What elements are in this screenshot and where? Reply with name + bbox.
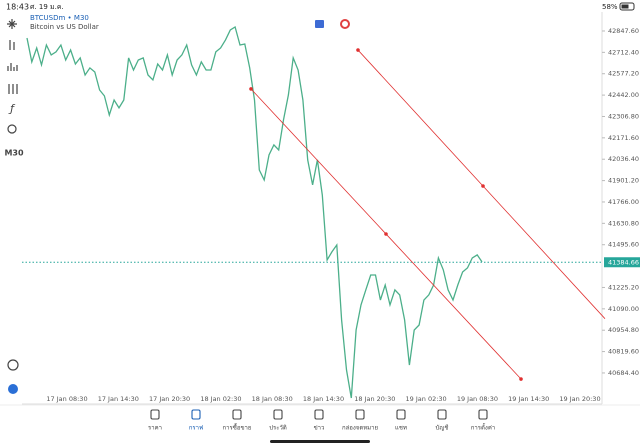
status-date: ศ. 19 ม.ค. <box>30 3 64 11</box>
x-tick-label: 19 Jan 02:30 <box>406 395 447 403</box>
x-tick-label: 18 Jan 14:30 <box>303 395 344 403</box>
y-tick-label: 41901.20 <box>608 177 639 185</box>
y-tick-label: 40954.80 <box>608 326 639 334</box>
battery-level <box>621 4 629 9</box>
nav-label[interactable]: กล่องจดหมาย <box>342 425 378 432</box>
shapes-tool[interactable] <box>7 124 17 134</box>
y-tick-label: 40819.60 <box>608 348 639 356</box>
trendline <box>357 49 606 319</box>
x-tick-label: 19 Jan 14:30 <box>508 395 549 403</box>
x-tick-label: 18 Jan 02:30 <box>200 395 241 403</box>
x-tick-label: 17 Jan 14:30 <box>98 395 139 403</box>
nav-label[interactable]: แชท <box>395 425 407 432</box>
trendline-point <box>356 48 360 52</box>
nav-icon[interactable] <box>314 409 324 420</box>
trendline-point <box>519 377 523 381</box>
y-tick-label: 42306.80 <box>608 112 639 120</box>
status-battery: 58% <box>602 3 618 11</box>
y-tick-label: 42036.40 <box>608 155 639 163</box>
y-tick-label: 41495.60 <box>608 241 639 249</box>
header-icon[interactable] <box>340 19 350 29</box>
x-tick-label: 19 Jan 08:30 <box>457 395 498 403</box>
current-price-label: 41384.66 <box>608 258 639 266</box>
trendline-point <box>481 184 485 188</box>
y-tick-label: 41090.00 <box>608 305 639 313</box>
nav-icon[interactable] <box>355 409 365 420</box>
nav-icon[interactable] <box>191 409 201 420</box>
nav-label[interactable]: บัญชี <box>436 424 449 432</box>
nav-label[interactable]: กราฟ <box>189 425 203 432</box>
price-line <box>26 25 483 399</box>
y-tick-label: 42171.60 <box>608 134 639 142</box>
x-tick-label: 18 Jan 20:30 <box>354 395 395 403</box>
y-tick-label: 41630.80 <box>608 219 639 227</box>
x-tick-label: 17 Jan 08:30 <box>46 395 87 403</box>
chart-type-tool[interactable] <box>9 40 15 50</box>
x-tick-label: 17 Jan 20:30 <box>149 395 190 403</box>
chart: 42847.60 42712.40 42577.20 42442.00 42306.80… <box>22 12 640 405</box>
objects-tool[interactable] <box>8 84 18 94</box>
battery-icon <box>619 2 635 11</box>
y-tick-label: 41225.20 <box>608 283 639 291</box>
y-tick-label: 42577.20 <box>608 70 639 78</box>
timeframe[interactable]: M30 <box>4 149 24 158</box>
header-icon[interactable] <box>315 20 324 28</box>
nav-label[interactable]: การตั้งค่า <box>471 422 495 432</box>
nav-icon[interactable] <box>437 409 447 420</box>
y-tick-label: 42847.60 <box>608 27 639 35</box>
symbol-name[interactable]: BTCUSDm • M30 <box>30 14 89 22</box>
y-tick-label: 41766.00 <box>608 198 639 206</box>
current-price-box <box>604 257 640 268</box>
nav-icon[interactable] <box>478 409 488 420</box>
y-tick-label: 40684.40 <box>608 369 639 377</box>
indicators-tool[interactable] <box>7 63 18 71</box>
nav-icon[interactable] <box>150 409 160 420</box>
nav-label[interactable]: ข่าว <box>314 425 325 432</box>
x-tick-label: 18 Jan 08:30 <box>252 395 293 403</box>
y-tick-label: 42712.40 <box>608 48 639 56</box>
nav-icon[interactable] <box>396 409 406 420</box>
x-tick-label: 19 Jan 20:30 <box>559 395 600 403</box>
left-toolbar: ƒ M30 <box>4 19 24 394</box>
nav-label[interactable]: ราคา <box>148 425 162 432</box>
bottom-nav: ราคา กราฟ การซื้อขาย ประวัติ ข่าว กล่องจดหมาย… <box>0 404 640 443</box>
ruler-tool[interactable] <box>7 359 19 371</box>
trendline-point <box>249 87 253 91</box>
y-tick-label: 42442.00 <box>608 91 639 99</box>
trendline-point <box>384 232 388 236</box>
symbol-description: Bitcoin vs US Dollar <box>30 23 99 31</box>
nav-label[interactable]: การซื้อขาย <box>223 422 252 432</box>
one-click-tool[interactable] <box>8 384 18 394</box>
status-time: 18:43 <box>6 3 29 12</box>
function-icon[interactable]: ƒ <box>8 102 16 115</box>
nav-label[interactable]: ประวัติ <box>269 425 287 432</box>
nav-icon[interactable] <box>232 409 242 420</box>
nav-icon[interactable] <box>273 409 283 420</box>
crosshair-tool[interactable] <box>7 19 17 29</box>
home-indicator <box>270 440 370 443</box>
